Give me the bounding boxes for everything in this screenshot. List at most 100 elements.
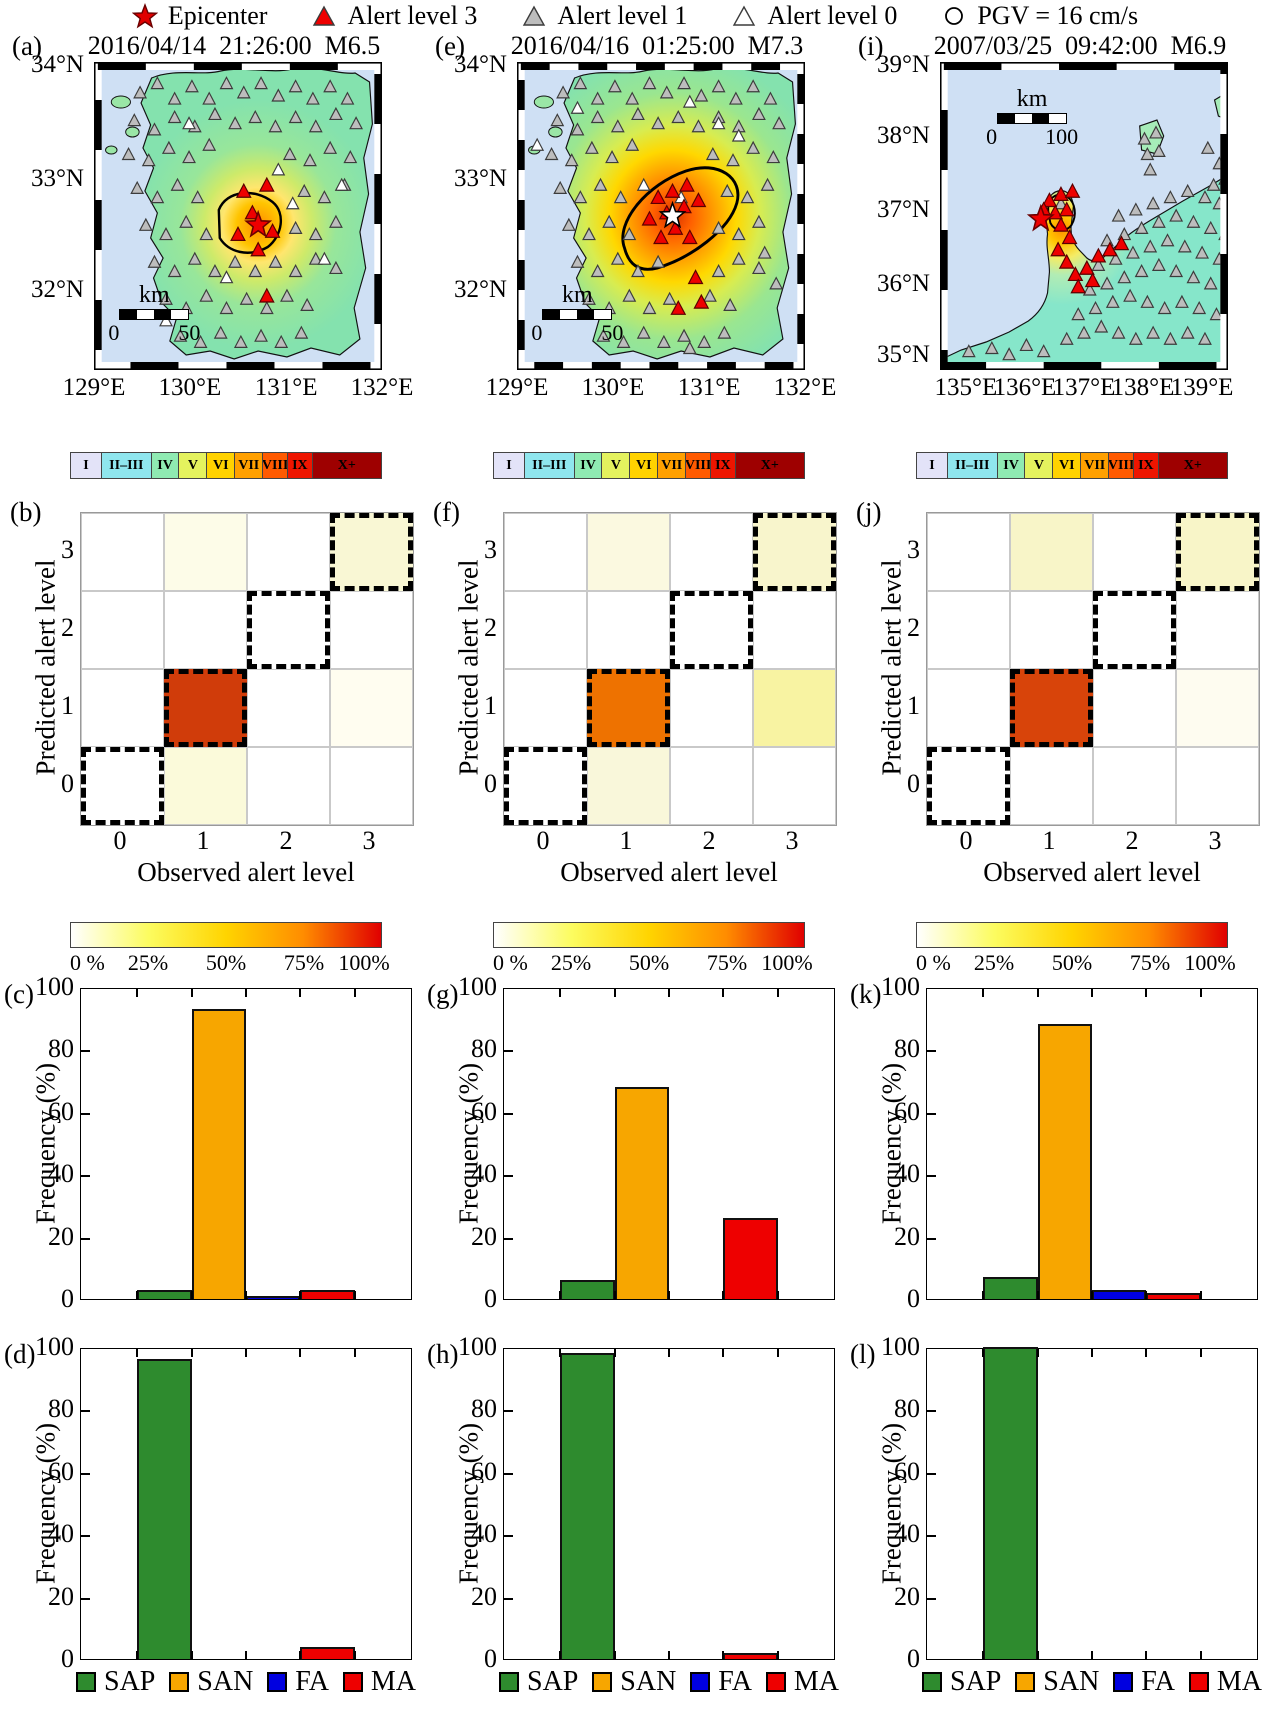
station-markers: [121, 76, 364, 348]
matrix-cell-pred3-obs2: [1093, 513, 1176, 591]
alert-level-1-station-triangle: [179, 214, 194, 228]
intensity-segment-V: V: [179, 453, 208, 478]
alert-level-1-station-triangle: [317, 190, 332, 204]
intensity-segment-X+: X+: [1158, 453, 1227, 478]
intensity-segment-I: I: [917, 453, 948, 478]
legend-item-sap: SAP: [922, 1666, 1001, 1698]
x-tickmark: [353, 1291, 356, 1299]
y-tickmark: [81, 1050, 90, 1053]
barchart-ytick-label: 100: [35, 972, 74, 1001]
pgv-circle-icon: [945, 7, 964, 25]
alert-level-1-station-triangle: [772, 116, 787, 130]
lon-axis-i: 135°E 136°E 137°E 138°E 139°E: [935, 374, 1234, 402]
alert-level-1-station-triangle: [593, 177, 608, 191]
alert-level-1-station-triangle: [573, 190, 588, 204]
alert-level-1-station-triangle: [731, 227, 746, 241]
intensity-segment-IX: IX: [1133, 453, 1159, 478]
alert-level-1-station-triangle: [550, 113, 565, 127]
scalebar-number: 50: [178, 320, 201, 346]
intensity-segment-V: V: [602, 453, 631, 478]
legend-item-label: FA: [1141, 1666, 1175, 1697]
ma-swatch-icon: [765, 1672, 786, 1692]
matrix-cell-pred1-obs2: [1093, 669, 1176, 747]
intensity-segment-II–III: II–III: [948, 453, 998, 478]
lon-tick-label: 132°E: [350, 374, 414, 401]
intensity-segment-VI: VI: [630, 453, 659, 478]
alert-level-1-station-triangle: [1128, 331, 1143, 345]
y-tickmark: [504, 1050, 513, 1053]
alert-level-1-station-triangle: [193, 334, 208, 348]
matrix-xtick-label: 2: [1125, 826, 1139, 855]
scalebar-number: 100: [1045, 123, 1079, 149]
matrix-xlabel: Observed alert level: [560, 857, 778, 887]
figure-legend-label: Epicenter: [167, 1, 268, 30]
station-markers: [530, 76, 787, 355]
x-tickmark: [136, 1349, 139, 1357]
bar-ma: [723, 1652, 778, 1659]
alert-level-1-station-triangle: [1169, 263, 1184, 278]
alert-level-1-station-triangle: [1140, 146, 1155, 161]
alert-level-1-station-triangle: [1163, 331, 1178, 345]
alert-level-1-station-triangle: [636, 325, 651, 339]
intensity-segment-VIII: VIII: [1109, 453, 1134, 478]
alert-level-1-station-triangle: [677, 76, 691, 90]
lat-tick-label: 39°N: [876, 51, 930, 79]
confusion-matrix-f: [503, 512, 837, 826]
map-frame-checker: [517, 62, 805, 370]
pgv-circle-icon: [945, 7, 964, 25]
alert-level-1-station-triangle: [138, 217, 153, 231]
barchart-ytick-label: 0: [907, 1284, 920, 1313]
matrix-xtick-label: 1: [619, 826, 633, 855]
alert-level-3-station-triangle: [670, 299, 687, 315]
alert-level-1-station-triangle: [625, 91, 640, 105]
lon-tick-label: 137°E: [1052, 374, 1116, 401]
lat-axis-a: 34°N 33°N 32°N: [6, 51, 88, 370]
x-tickmark: [559, 1651, 562, 1659]
alert-level-0-station-triangle: [530, 137, 545, 151]
matrix-ytick-label: 2: [61, 613, 74, 642]
map-e: 34°N 33°N 32°N 129°E 130°E 131°E 132°E km 0 50: [454, 51, 836, 401]
x-tickmark: [190, 1651, 193, 1659]
alert-level-1-station-triangle: [1077, 325, 1091, 339]
lon-tick-label: 131°E: [254, 374, 318, 401]
column-event-1: (a) 2016/04/14 21:26:00 M6.5 34°N 33°N 32°…: [0, 0, 423, 1710]
legend-item-label: MA: [1216, 1666, 1262, 1697]
alert-level-1-station-triangle: [682, 340, 697, 355]
alert-level-1-station-triangle: [1200, 140, 1215, 154]
alert-level-1-station-triangle: [731, 251, 746, 265]
x-tickmark: [1036, 1651, 1039, 1659]
alert-level-1-station-triangle: [746, 79, 761, 93]
alert-level-1-station-triangle: [711, 79, 726, 93]
matrix-cell-pred1-obs2: [247, 669, 330, 747]
panel-label-e: (e): [435, 31, 465, 61]
alert-level-3-station-triangle: [693, 293, 710, 309]
matrix-cell-pred2-obs1: [587, 591, 670, 669]
intensity-segment-IX: IX: [287, 453, 313, 478]
legend-item-fa: FA: [690, 1666, 752, 1698]
map-scalebar-e: km 0 50: [531, 283, 623, 345]
alert-level-3-station-triangle: [679, 176, 695, 192]
alert-level-3-station-triangle: [667, 219, 684, 235]
lon-tick-label: 138°E: [1111, 374, 1175, 401]
matrix-cell-pred2-obs2: [1093, 591, 1176, 669]
barchart-ytick-label: 40: [894, 1159, 920, 1189]
panel-label-l: (l): [850, 1339, 876, 1369]
alert-level-1-station-triangle: [760, 177, 775, 191]
alert-level-1-station-triangle: [622, 288, 637, 302]
alert-level-1-station-triangle: [282, 146, 297, 161]
lon-tick-label: 129°E: [485, 374, 549, 401]
intensity-segment-VII: VII: [1081, 453, 1110, 478]
alert-level-1-station-triangle: [570, 122, 585, 136]
bar-san: [1037, 1024, 1092, 1299]
lat-axis-e: 34°N 33°N 32°N: [429, 51, 511, 370]
legend-item-label: SAP: [950, 1666, 1002, 1697]
bar-sap: [560, 1353, 615, 1659]
legend-item-ma: MA: [342, 1666, 416, 1698]
percent-colorbar: [70, 922, 382, 948]
x-tickmark: [136, 1651, 139, 1659]
alert-level-1-station-triangle: [1059, 331, 1074, 345]
alert-level-1-station-triangle: [691, 119, 706, 133]
percent-tick-label: 50%: [1051, 950, 1093, 975]
alert-level-0-station-triangle: [636, 177, 651, 191]
y-tickmark: [81, 1535, 90, 1538]
